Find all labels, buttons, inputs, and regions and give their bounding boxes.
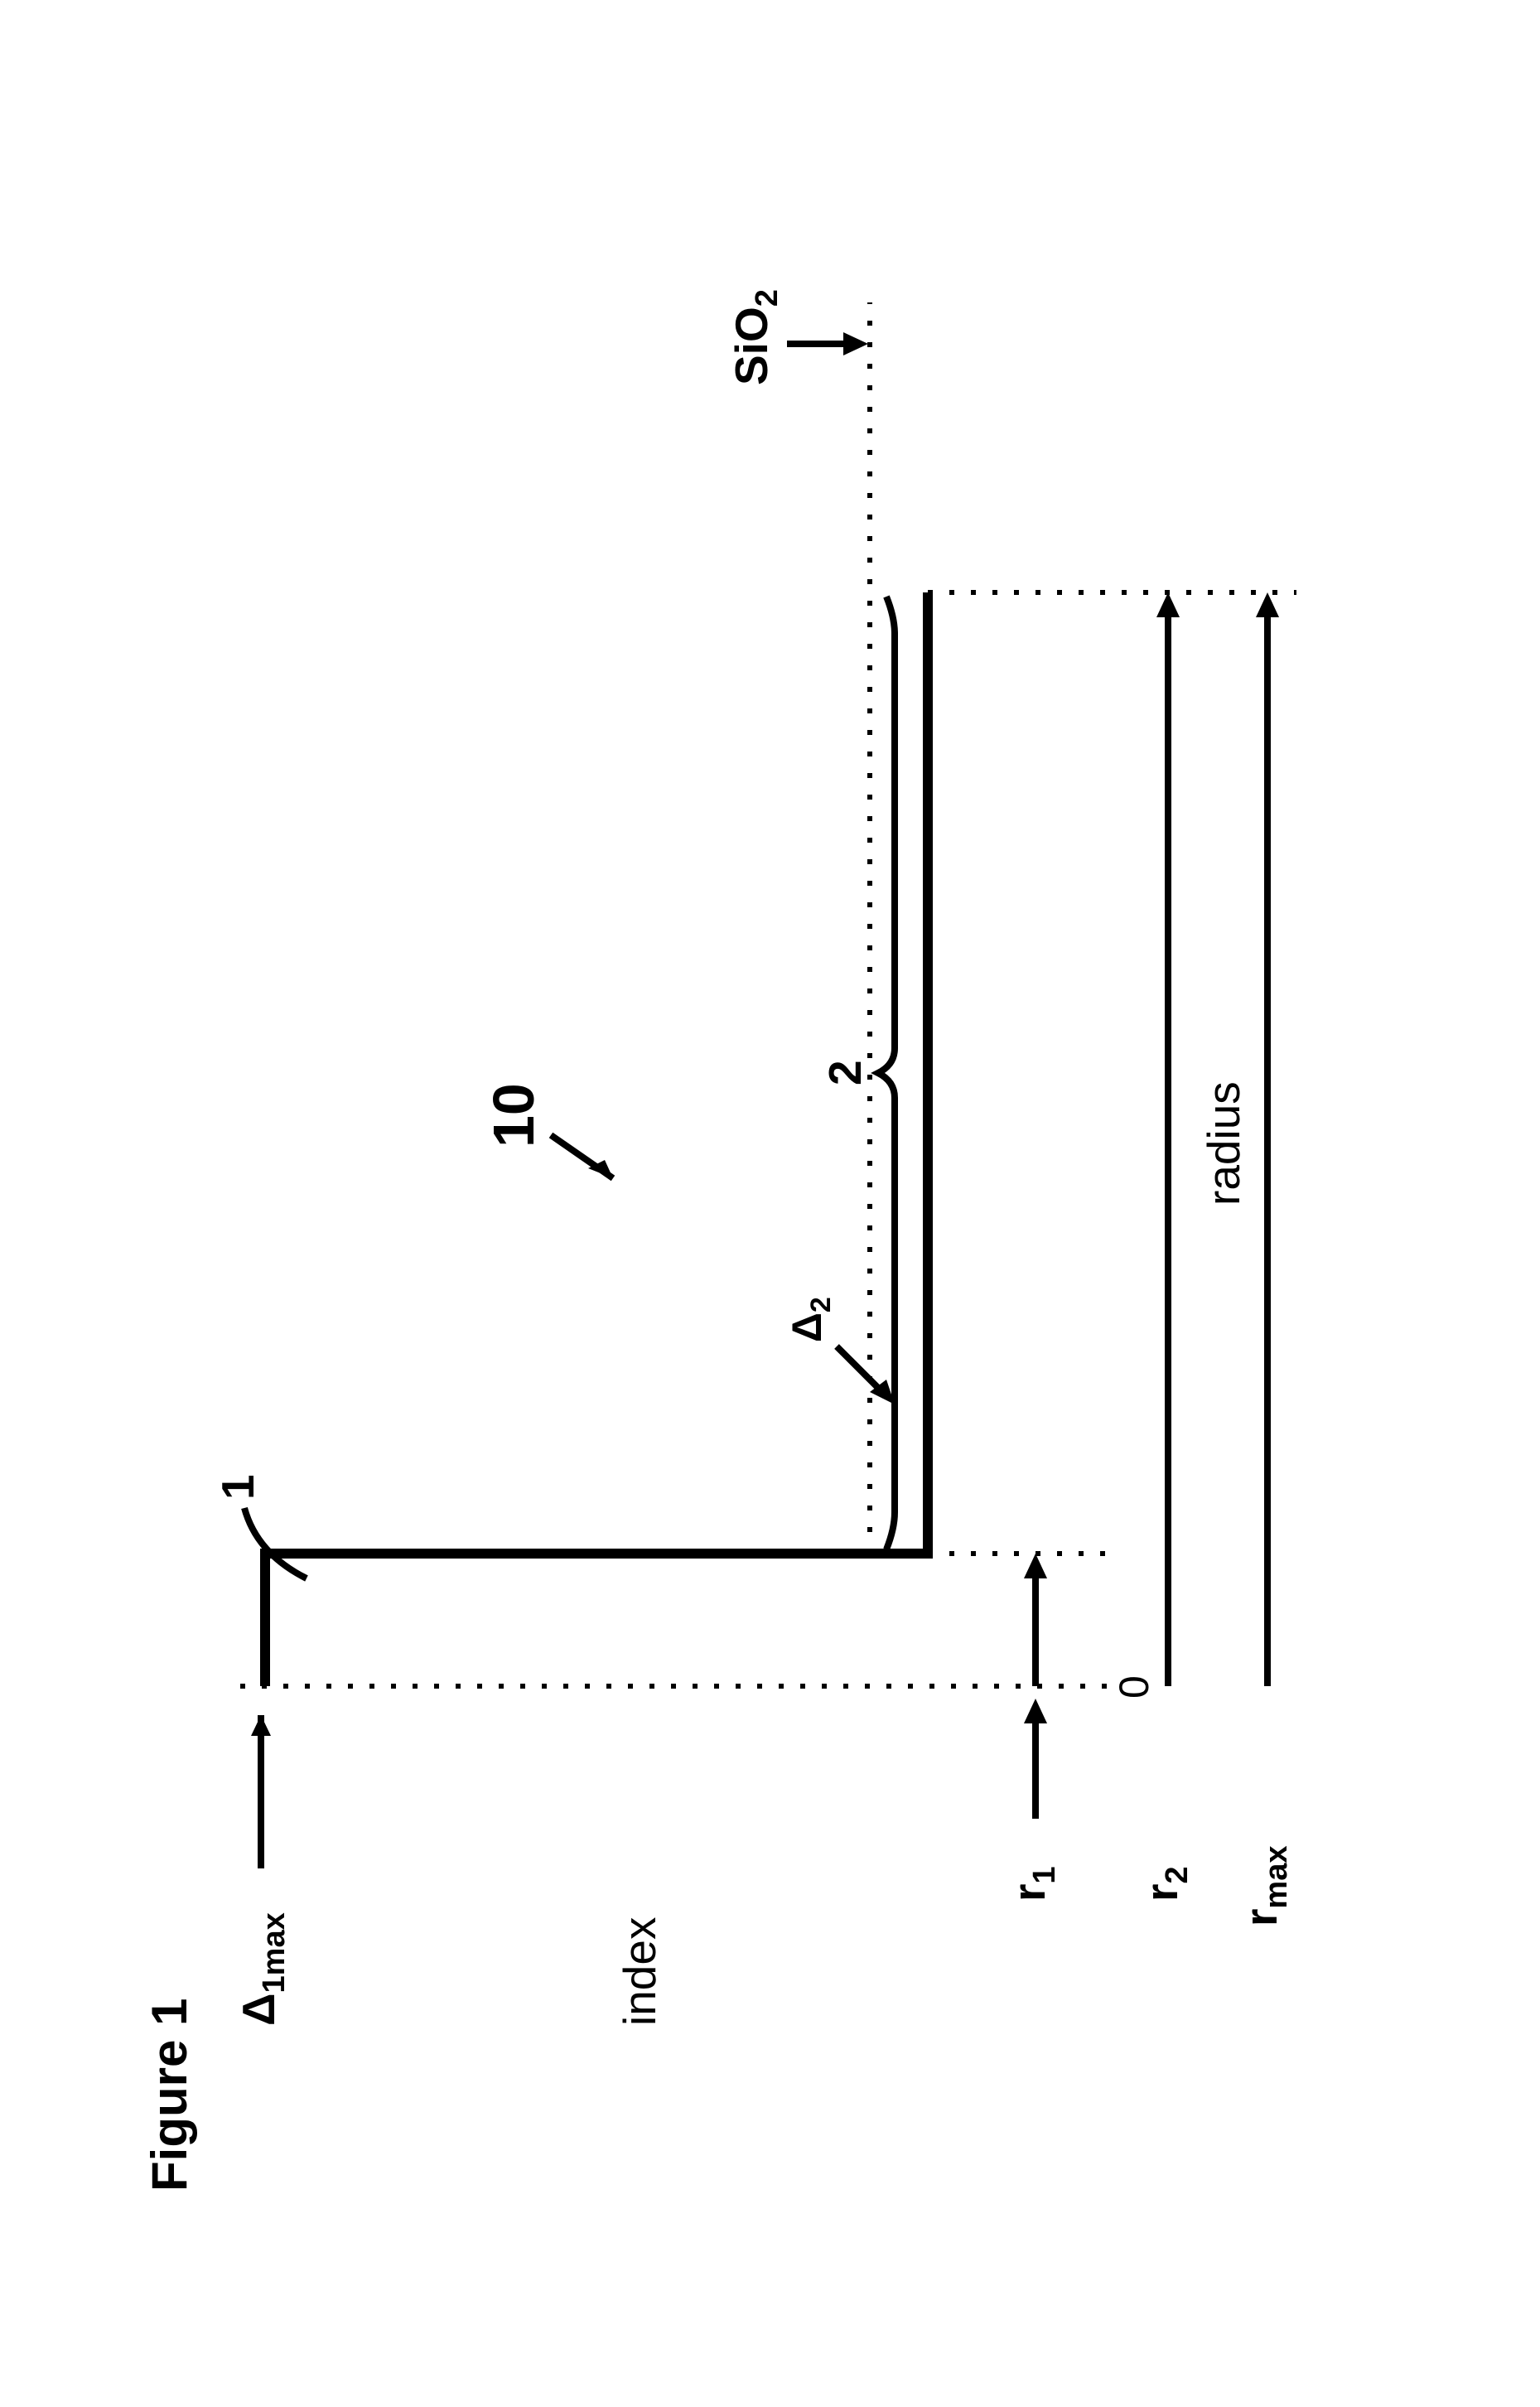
region2-brace — [878, 597, 895, 1549]
delta2-arrow-line — [837, 1346, 882, 1392]
sio2-label: SiO2 — [725, 289, 785, 385]
r1-arrow-head — [1024, 1554, 1047, 1578]
rotated-page: Figure 1 10 index Δ1max — [0, 0, 1540, 2407]
x-axis-label: radius — [1197, 1081, 1250, 1206]
region1-label: 1 — [211, 1474, 264, 1500]
index-profile — [265, 592, 928, 1686]
region2-label: 2 — [818, 1060, 871, 1085]
r2-label: r2 — [1135, 1866, 1195, 1902]
sio2-arrow-head — [843, 332, 868, 355]
r1-label: r1 — [1002, 1866, 1063, 1902]
r1-label-arrow-head — [1024, 1699, 1047, 1723]
delta2-label: Δ2 — [783, 1297, 838, 1342]
figure-content: Figure 1 10 index Δ1max — [0, 0, 1540, 2407]
zero-label: 0 — [1110, 1675, 1158, 1699]
region1-pointer — [244, 1508, 307, 1578]
rmax-arrow-head — [1256, 592, 1279, 617]
rmax-label: rmax — [1234, 1846, 1295, 1926]
r2-arrow-head — [1156, 592, 1180, 617]
